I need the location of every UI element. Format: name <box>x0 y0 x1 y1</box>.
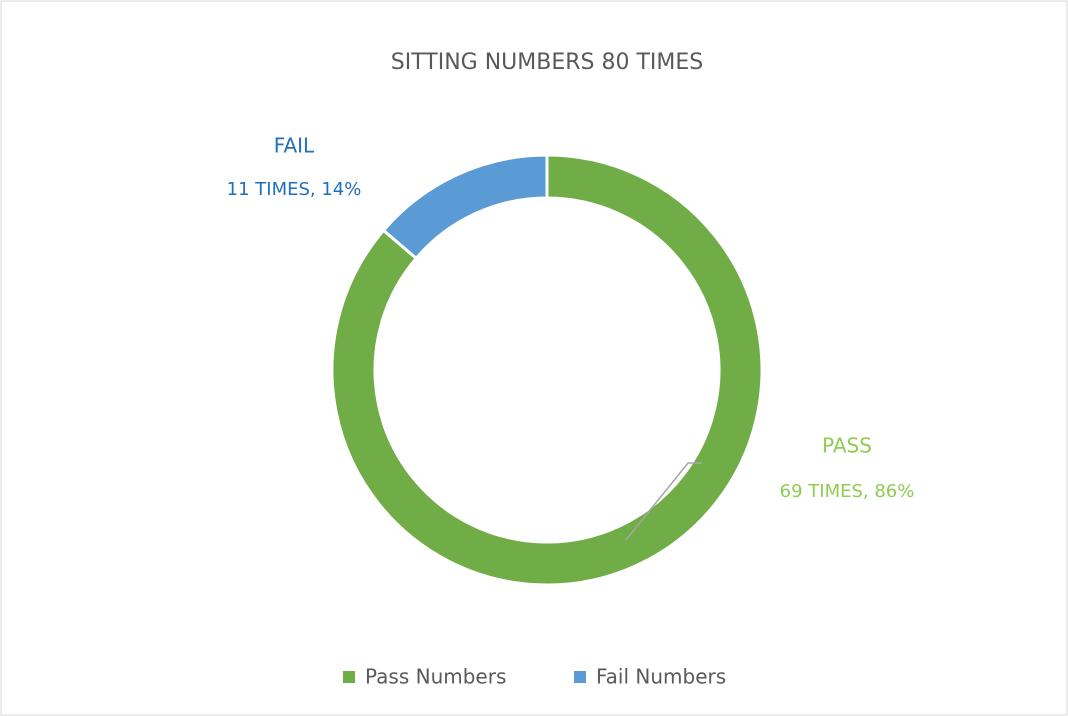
legend-swatch <box>343 671 355 683</box>
donut-segment <box>381 153 549 261</box>
data-label-name: PASS <box>822 434 872 458</box>
legend-swatch <box>574 671 586 683</box>
data-label-value: 11 TIMES, 14% <box>227 179 362 200</box>
leader-line <box>625 462 702 541</box>
data-label-value: 69 TIMES, 86% <box>780 481 915 502</box>
chart-title: SITTING NUMBERS 80 TIMES <box>391 50 703 75</box>
data-label-name: FAIL <box>274 134 315 158</box>
legend-label: Fail Numbers <box>596 665 726 689</box>
legend-label: Pass Numbers <box>365 665 506 689</box>
donut-segment <box>330 153 764 587</box>
